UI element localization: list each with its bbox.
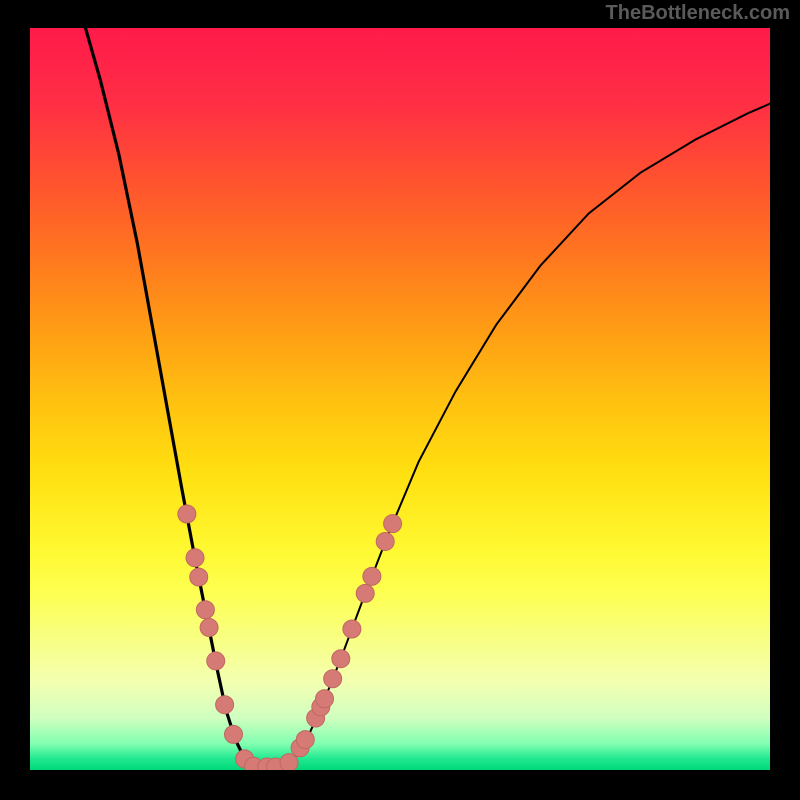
data-point-marker (216, 696, 234, 714)
data-point-marker (178, 505, 196, 523)
data-point-marker (356, 584, 374, 602)
data-point-marker (200, 619, 218, 637)
data-point-marker (324, 670, 342, 688)
chart-svg (30, 28, 770, 770)
data-point-marker (332, 650, 350, 668)
data-point-marker (376, 532, 394, 550)
data-point-marker (316, 690, 334, 708)
data-point-marker (384, 515, 402, 533)
data-point-marker (280, 754, 298, 770)
data-point-marker (343, 620, 361, 638)
data-point-marker (190, 568, 208, 586)
watermark-text: TheBottleneck.com (606, 2, 790, 25)
data-point-marker (186, 549, 204, 567)
data-point-marker (225, 725, 243, 743)
data-point-marker (207, 652, 225, 670)
data-point-marker (196, 601, 214, 619)
gradient-background (30, 28, 770, 770)
data-point-marker (296, 731, 314, 749)
plot-area (30, 28, 770, 770)
data-point-marker (363, 567, 381, 585)
